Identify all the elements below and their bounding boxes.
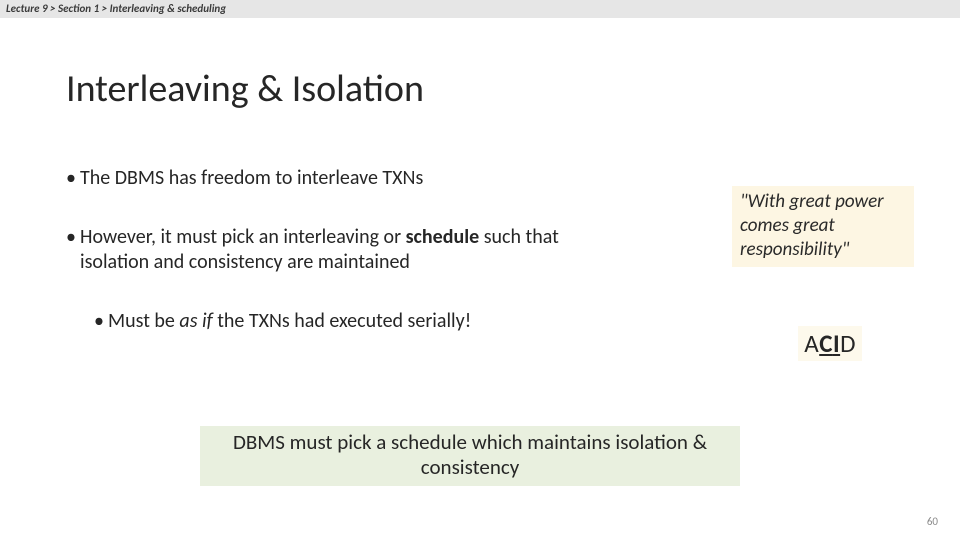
- page-number: 60: [927, 515, 938, 528]
- bullet-3-text: Must be as if the TXNs had executed seri…: [108, 309, 471, 334]
- bullet-3-pre: Must be: [108, 309, 179, 333]
- quote-box: "With great power comes great responsibi…: [732, 186, 914, 267]
- bullet-2-pre: However, it must pick an interleaving or: [80, 225, 406, 249]
- footer-callout: DBMS must pick a schedule which maintain…: [200, 426, 740, 486]
- acid-d: D: [840, 328, 856, 359]
- bullet-2: • However, it must pick an interleaving …: [66, 225, 626, 275]
- bullet-3-post: the TXNs had executed serially!: [213, 309, 472, 333]
- slide-body: Interleaving & Isolation • The DBMS has …: [0, 18, 960, 538]
- breadcrumb: Lecture 9 > Section 1 > Interleaving & s…: [0, 0, 960, 18]
- acid-c: C: [819, 328, 833, 359]
- bullet-1-text: The DBMS has freedom to interleave TXNs: [80, 166, 423, 191]
- acid-badge: ACID: [798, 326, 862, 361]
- acid-a: A: [804, 328, 819, 359]
- bullet-dot: •: [66, 166, 80, 191]
- bullet-2-bold: schedule: [406, 225, 480, 249]
- bullet-1: • The DBMS has freedom to interleave TXN…: [66, 166, 626, 191]
- bullet-dot: •: [66, 225, 80, 275]
- bullet-3-ital: as if: [179, 309, 212, 333]
- bullet-2-text: However, it must pick an interleaving or…: [80, 225, 626, 275]
- bullet-list: • The DBMS has freedom to interleave TXN…: [66, 166, 626, 334]
- bullet-dot: •: [94, 309, 108, 334]
- page-title: Interleaving & Isolation: [66, 66, 424, 112]
- bullet-3: • Must be as if the TXNs had executed se…: [94, 309, 626, 334]
